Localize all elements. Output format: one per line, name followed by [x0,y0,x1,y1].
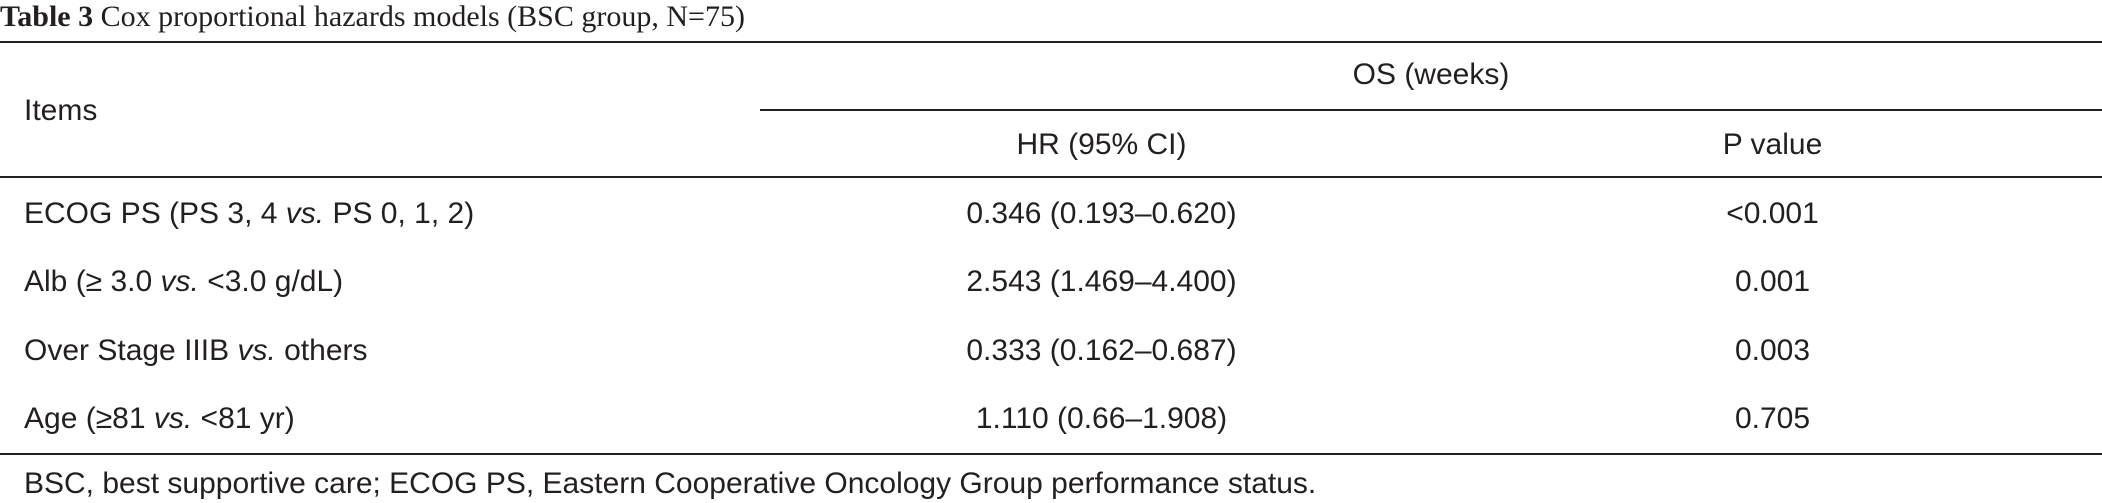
table-footnote: BSC, best supportive care; ECOG PS, East… [24,467,1317,500]
row-p-value: 0.705 [1734,402,1811,435]
header-hr: HR (95% CI) [1016,128,1187,161]
header-group-os: OS (weeks) [1352,58,1510,91]
row-hr: 1.110 (0.66–1.908) [975,402,1228,435]
row-hr: 2.543 (1.469–4.400) [966,265,1237,298]
table-top-rule [0,41,2102,43]
row-item-label: Alb (≥ 3.0 vs. <3.0 g/dL) [24,265,344,298]
table-caption: Table 3 Cox proportional hazards models … [0,0,745,36]
table-caption-text: Cox proportional hazards models (BSC gro… [93,0,745,33]
row-hr: 0.346 (0.193–0.620) [966,197,1237,230]
row-item-label: ECOG PS (PS 3, 4 vs. PS 0, 1, 2) [24,197,475,230]
row-p-value: 0.001 [1734,265,1811,298]
row-p-value: 0.003 [1734,334,1811,367]
header-group-rule [760,109,2102,111]
row-item-label: Over Stage IIIB vs. others [24,334,368,367]
table-header-rule [0,176,2102,178]
table-bottom-rule [0,453,2102,455]
row-hr: 0.333 (0.162–0.687) [966,334,1237,367]
row-p-value: <0.001 [1726,197,1819,230]
row-item-label: Age (≥81 vs. <81 yr) [24,402,295,435]
header-p-value: P value [1722,128,1823,161]
table-caption-label: Table 3 [0,0,94,33]
header-items: Items [24,94,98,127]
